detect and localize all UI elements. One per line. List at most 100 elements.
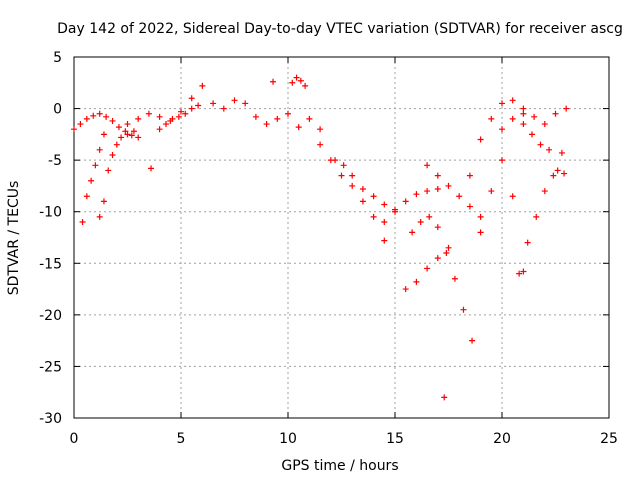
data-point [332, 157, 339, 164]
data-point [263, 121, 270, 128]
data-point [148, 165, 155, 172]
data-point [317, 141, 324, 148]
axis-ticks [73, 56, 610, 419]
data-point [156, 113, 163, 120]
data-point [105, 167, 112, 174]
data-point [541, 188, 548, 195]
data-point [531, 113, 538, 120]
data-point [550, 172, 557, 179]
x-tick-label: 25 [600, 431, 618, 447]
data-point [77, 121, 84, 128]
data-point [135, 134, 142, 141]
data-points [71, 74, 570, 401]
data-point [306, 115, 313, 122]
data-point [488, 115, 495, 122]
data-point [210, 100, 217, 107]
data-point [118, 134, 125, 141]
y-tick-label: 5 [53, 50, 62, 66]
data-point [182, 110, 189, 117]
data-point [424, 188, 431, 195]
data-point [90, 112, 97, 119]
data-point [349, 172, 356, 179]
data-point [274, 115, 281, 122]
data-point [392, 208, 398, 215]
data-point [130, 128, 137, 135]
data-point [499, 157, 505, 164]
data-point [381, 237, 388, 244]
data-point [188, 95, 195, 102]
x-tick-label: 0 [70, 431, 79, 447]
data-point [109, 117, 116, 124]
x-tick-labels: 0 5 10 15 20 25 [70, 431, 618, 447]
data-point [528, 131, 535, 138]
data-point [546, 146, 553, 153]
data-point [195, 102, 202, 109]
series-arc-h [317, 141, 388, 244]
series-arc-b [79, 131, 107, 226]
data-point [451, 275, 458, 282]
data-point [445, 244, 452, 251]
data-point [83, 115, 90, 122]
data-point [533, 213, 540, 220]
data-point [92, 162, 99, 169]
data-point [178, 108, 184, 115]
data-point [96, 146, 103, 153]
data-point [460, 306, 467, 313]
data-point [115, 124, 122, 131]
y-tick-label: -20 [39, 308, 62, 324]
y-tick-label: 0 [53, 102, 62, 118]
data-point [122, 128, 129, 135]
data-point [456, 193, 463, 200]
grid-lines [74, 57, 609, 418]
series-arc-o [477, 157, 527, 275]
data-point [488, 188, 495, 195]
data-point [359, 186, 366, 193]
data-point [413, 278, 420, 285]
series-arc-m [424, 162, 484, 220]
data-point [252, 113, 259, 120]
data-point [96, 110, 103, 117]
data-point [220, 105, 227, 112]
data-point [381, 219, 388, 226]
data-point [554, 167, 561, 174]
data-point [552, 110, 559, 117]
data-point [370, 193, 377, 200]
data-point [443, 249, 450, 256]
data-point [413, 191, 420, 198]
data-point [370, 213, 377, 220]
data-point [71, 126, 77, 133]
series-arc-d [124, 82, 249, 128]
y-tick-label: -30 [39, 411, 62, 427]
data-point [520, 268, 527, 275]
x-tick-label: 15 [386, 431, 404, 447]
data-point [402, 286, 409, 293]
data-point [563, 105, 570, 112]
data-point [359, 198, 366, 205]
data-point [426, 213, 433, 220]
data-point [124, 131, 131, 138]
data-point [338, 172, 345, 179]
data-point [169, 115, 176, 122]
data-point [242, 100, 249, 107]
data-point [231, 97, 238, 104]
data-point [124, 121, 131, 128]
data-point [445, 182, 452, 189]
data-point [541, 121, 548, 128]
y-axis-label: SDTVAR / TECUs [6, 181, 22, 296]
data-point [434, 224, 441, 231]
x-axis-label: GPS time / hours [281, 458, 398, 474]
data-point [188, 105, 195, 112]
series-arc-a [71, 110, 142, 141]
data-point [509, 115, 516, 122]
data-point [466, 172, 473, 179]
data-point [302, 82, 309, 89]
data-point [520, 105, 527, 112]
data-point [434, 172, 441, 179]
x-tick-label: 10 [279, 431, 297, 447]
data-point [145, 110, 152, 117]
data-point [441, 394, 448, 401]
series-arc-p [499, 105, 570, 133]
series-arc-g [289, 74, 309, 89]
data-point [88, 177, 95, 184]
